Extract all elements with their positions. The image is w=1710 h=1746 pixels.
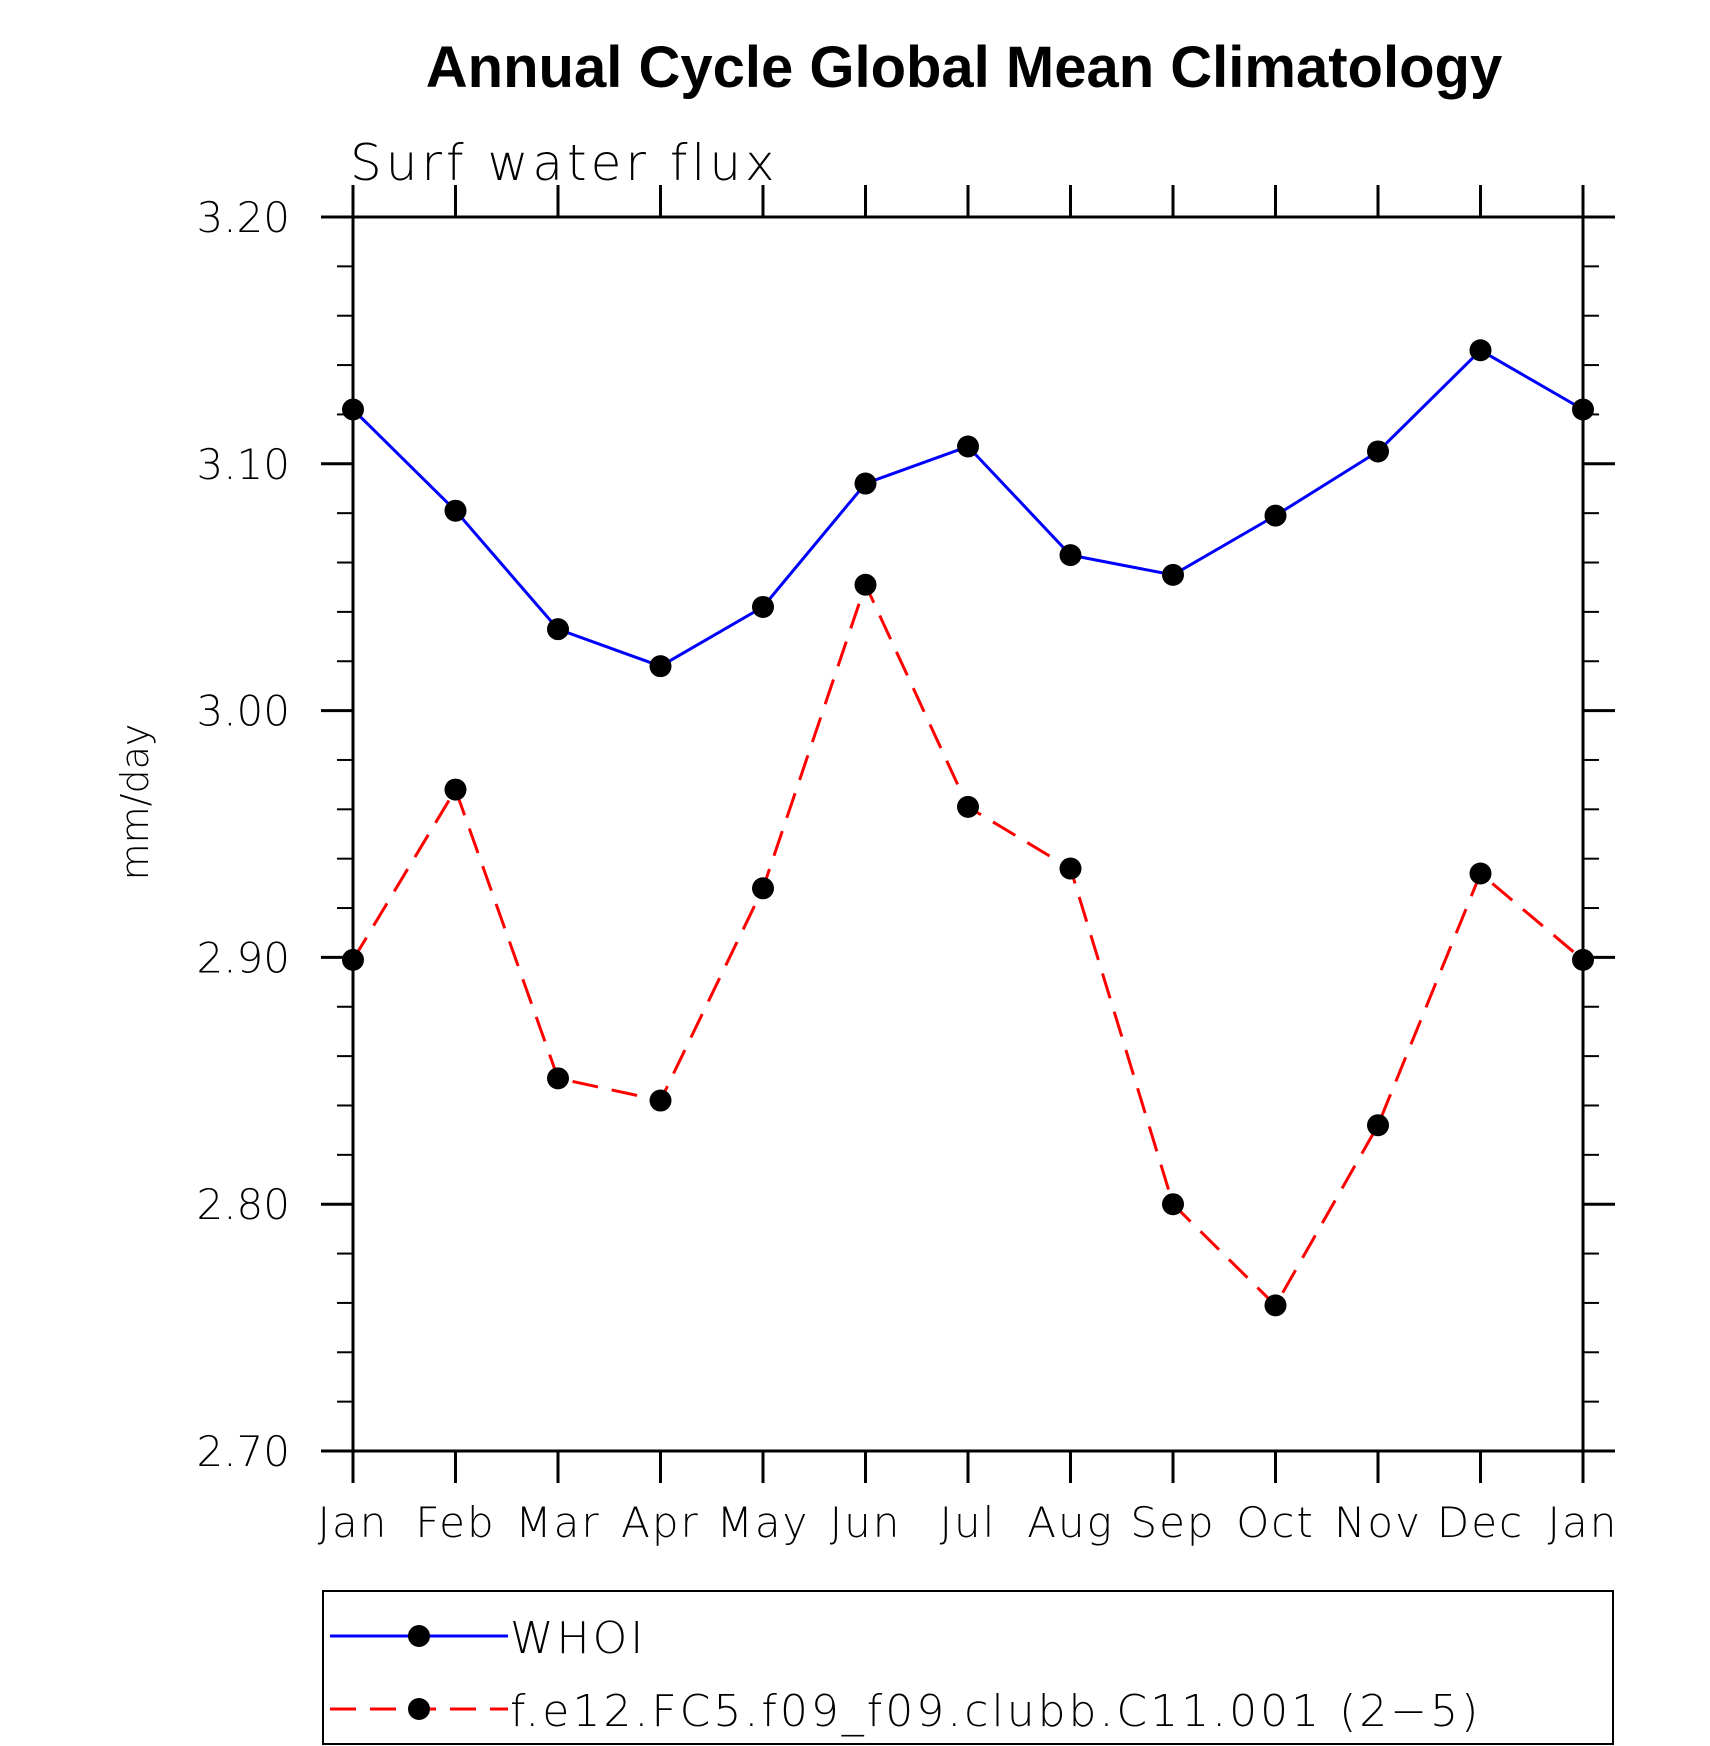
chart-title: Annual Cycle Global Mean Climatology [426,35,1502,100]
series-2-point [342,948,364,971]
series-1-point [1264,504,1287,527]
series-2-point [547,1067,569,1090]
x-tick-label: Feb [415,1498,495,1547]
series-1-point [1572,398,1594,421]
x-tick-label: Aug [1027,1498,1114,1547]
legend: WHOI f.e12.FC5.f09_f09.clubb.C11.001 (2−5… [322,1590,1614,1745]
legend-box [322,1590,1614,1745]
y-tick-label: 3.20 [196,193,290,242]
series-1-point [752,595,774,618]
series-2-point [854,573,877,596]
x-tick-label: Oct [1236,1498,1315,1547]
chart-subtitle: Surf water flux [350,134,779,192]
y-tick-label: 3.00 [196,687,290,736]
legend-label-1: WHOI [510,1613,646,1664]
series-line-2 [351,580,1584,1308]
series-1-point [649,655,672,678]
x-tick-label: Dec [1437,1498,1524,1547]
y-tick-label: 2.70 [196,1427,290,1476]
y-tick-label: 2.80 [196,1180,290,1229]
x-tick-label: Jan [1548,1498,1619,1547]
series-2-point [957,795,979,818]
series-1-point [1059,544,1082,567]
series-1-point [1367,440,1389,463]
y-tick-label: 2.90 [196,933,290,982]
series-line-1 [351,348,1584,668]
x-tick-label: Apr [621,1498,700,1547]
legend-label-2: f.e12.FC5.f09_f09.clubb.C11.001 (2−5) [510,1686,1481,1737]
series-2-point [1469,862,1492,885]
plot-frame [351,215,1585,1453]
plot-axes: 2.70 2.80 2.90 3.00 3.10 3.20 Jan Feb Mar Apr May J… [196,185,1619,1547]
x-tick-label: Mar [515,1498,600,1547]
series-2-point [1367,1114,1389,1137]
series-2-point [1572,948,1594,971]
y-tick-label: 3.10 [196,440,290,489]
series-2-point [444,778,467,801]
x-tick-label: May [717,1498,810,1547]
x-tick-label: Jan [318,1498,389,1547]
series-1-point [547,618,569,641]
series-2-point [1059,857,1082,880]
series-2-point [752,877,774,900]
series-1-point [1469,339,1492,362]
series-2-point [1264,1294,1287,1317]
series-1-point [1162,563,1184,586]
legend-marker-1 [408,1625,430,1647]
series-1-point [854,472,877,495]
series-1-point [957,435,979,458]
legend-marker-2 [408,1698,430,1720]
plot-series [342,339,1594,1317]
series-2-point [1162,1193,1184,1216]
series-1-point [444,499,467,522]
y-axis-label: mm/day [113,724,157,881]
series-2-point [649,1089,672,1112]
x-tick-label: Nov [1334,1498,1422,1547]
x-tick-label: Jun [830,1498,902,1547]
x-tick-label: Sep [1130,1498,1215,1547]
x-tick-label: Jul [940,1498,997,1547]
series-1-point [342,398,364,421]
